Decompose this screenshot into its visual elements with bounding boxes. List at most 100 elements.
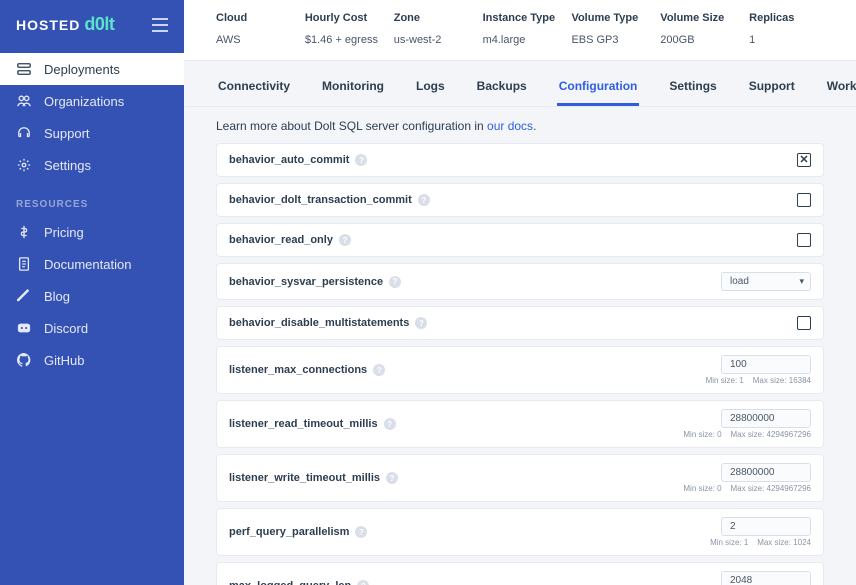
- input-perf_query_parallelism[interactable]: [721, 517, 811, 536]
- help-icon[interactable]: ?: [415, 317, 427, 329]
- tab-support[interactable]: Support: [747, 71, 797, 106]
- nav-settings[interactable]: Settings: [0, 149, 184, 181]
- summary-header: Zone: [394, 12, 483, 24]
- help-icon[interactable]: ?: [355, 154, 367, 166]
- config-label: listener_max_connections?: [229, 364, 385, 376]
- summary-value: m4.large: [483, 32, 572, 46]
- config-label: behavior_dolt_transaction_commit?: [229, 194, 430, 206]
- nav-label: Pricing: [44, 225, 84, 240]
- summary-value: $1.46 + egress: [305, 32, 394, 46]
- config-label: max_logged_query_len?: [229, 580, 369, 585]
- org-icon: [16, 93, 32, 109]
- config-row-listener_max_connections: listener_max_connections? Min size: 1 Max…: [216, 346, 824, 394]
- resources-heading: RESOURCES: [0, 181, 184, 216]
- main: CloudHourly CostZoneInstance TypeVolume …: [184, 0, 856, 585]
- nav-support[interactable]: Support: [0, 117, 184, 149]
- tab-workbench[interactable]: Workbench: [825, 71, 856, 106]
- config-label: behavior_read_only?: [229, 234, 351, 246]
- tab-connectivity[interactable]: Connectivity: [216, 71, 292, 106]
- nav-label: GitHub: [44, 353, 84, 368]
- help-icon[interactable]: ?: [357, 580, 369, 585]
- nav-blog[interactable]: Blog: [0, 280, 184, 312]
- config-label: behavior_sysvar_persistence?: [229, 276, 401, 288]
- nav-label: Deployments: [44, 62, 120, 77]
- summary-header: Volume Size: [660, 12, 749, 24]
- checkbox-behavior_dolt_transaction_commit[interactable]: [797, 193, 811, 207]
- checkbox-behavior_disable_multistatements[interactable]: [797, 316, 811, 330]
- deployment-summary: CloudHourly CostZoneInstance TypeVolume …: [184, 0, 856, 61]
- minmax-hint: Min size: 0 Max size: 4294967296: [683, 484, 811, 493]
- menu-toggle-icon[interactable]: [152, 18, 168, 32]
- input-max_logged_query_len[interactable]: [721, 571, 811, 585]
- summary-header: Volume Type: [571, 12, 660, 24]
- learn-more: Learn more about Dolt SQL server configu…: [216, 119, 824, 133]
- nav-documentation[interactable]: Documentation: [0, 248, 184, 280]
- support-icon: [16, 125, 32, 141]
- summary-header: Instance Type: [483, 12, 572, 24]
- config-row-perf_query_parallelism: perf_query_parallelism? Min size: 1 Max s…: [216, 508, 824, 556]
- minmax-hint: Min size: 1 Max size: 1024: [710, 538, 811, 547]
- discord-icon: [16, 320, 32, 336]
- config-label: listener_read_timeout_millis?: [229, 418, 396, 430]
- help-icon[interactable]: ?: [389, 276, 401, 288]
- summary-value: 200GB: [660, 32, 749, 46]
- config-row-listener_read_timeout_millis: listener_read_timeout_millis? Min size: 0…: [216, 400, 824, 448]
- summary-value: EBS GP3: [571, 32, 660, 46]
- settings-icon: [16, 157, 32, 173]
- tab-logs[interactable]: Logs: [414, 71, 447, 106]
- nav-label: Discord: [44, 321, 88, 336]
- help-icon[interactable]: ?: [339, 234, 351, 246]
- checkbox-behavior_read_only[interactable]: [797, 233, 811, 247]
- nav-pricing[interactable]: Pricing: [0, 216, 184, 248]
- help-icon[interactable]: ?: [384, 418, 396, 430]
- help-icon[interactable]: ?: [355, 526, 367, 538]
- help-icon[interactable]: ?: [418, 194, 430, 206]
- pricing-icon: [16, 224, 32, 240]
- logo-hosted: HOSTED: [16, 17, 80, 33]
- input-listener_read_timeout_millis[interactable]: [721, 409, 811, 428]
- select-behavior_sysvar_persistence[interactable]: load: [721, 272, 811, 291]
- summary-header: Cloud: [216, 12, 305, 24]
- logo-dolt: d0lt: [84, 14, 114, 35]
- tab-configuration[interactable]: Configuration: [557, 71, 640, 106]
- summary-value: us-west-2: [394, 32, 483, 46]
- nav-discord[interactable]: Discord: [0, 312, 184, 344]
- logo-row: HOSTED d0lt: [0, 0, 184, 53]
- config-form: behavior_auto_commit?behavior_dolt_trans…: [216, 143, 824, 585]
- config-label: listener_write_timeout_millis?: [229, 472, 398, 484]
- help-icon[interactable]: ?: [373, 364, 385, 376]
- tab-settings[interactable]: Settings: [667, 71, 718, 106]
- checkbox-behavior_auto_commit[interactable]: [797, 153, 811, 167]
- tabs: Connectivity Monitoring Logs Backups Configu…: [184, 61, 856, 107]
- minmax-hint: Min size: 1 Max size: 16384: [706, 376, 811, 385]
- github-icon: [16, 352, 32, 368]
- config-row-behavior_disable_multistatements: behavior_disable_multistatements?: [216, 306, 824, 340]
- config-row-max_logged_query_len: max_logged_query_len?Min size: -1 Max si…: [216, 562, 824, 585]
- nav-organizations[interactable]: Organizations: [0, 85, 184, 117]
- nav-deployments[interactable]: Deployments: [0, 53, 184, 85]
- docs-link[interactable]: our docs: [487, 119, 533, 133]
- docs-icon: [16, 256, 32, 272]
- nav-label: Settings: [44, 158, 91, 173]
- deployments-icon: [16, 61, 32, 77]
- summary-header: Hourly Cost: [305, 12, 394, 24]
- nav-github[interactable]: GitHub: [0, 344, 184, 376]
- config-row-behavior_dolt_transaction_commit: behavior_dolt_transaction_commit?: [216, 183, 824, 217]
- nav-label: Blog: [44, 289, 70, 304]
- config-label: perf_query_parallelism?: [229, 526, 367, 538]
- nav-label: Support: [44, 126, 90, 141]
- tab-backups[interactable]: Backups: [475, 71, 529, 106]
- input-listener_max_connections[interactable]: [721, 355, 811, 374]
- summary-value: 1: [749, 32, 838, 46]
- help-icon[interactable]: ?: [386, 472, 398, 484]
- config-row-listener_write_timeout_millis: listener_write_timeout_millis? Min size: …: [216, 454, 824, 502]
- config-row-behavior_read_only: behavior_read_only?: [216, 223, 824, 257]
- sidebar: HOSTED d0lt Deployments Organizations Supp…: [0, 0, 184, 585]
- blog-icon: [16, 288, 32, 304]
- logo[interactable]: HOSTED d0lt: [16, 14, 114, 35]
- minmax-hint: Min size: 0 Max size: 4294967296: [683, 430, 811, 439]
- input-listener_write_timeout_millis[interactable]: [721, 463, 811, 482]
- tab-monitoring[interactable]: Monitoring: [320, 71, 386, 106]
- config-label: behavior_disable_multistatements?: [229, 317, 427, 329]
- nav-label: Organizations: [44, 94, 124, 109]
